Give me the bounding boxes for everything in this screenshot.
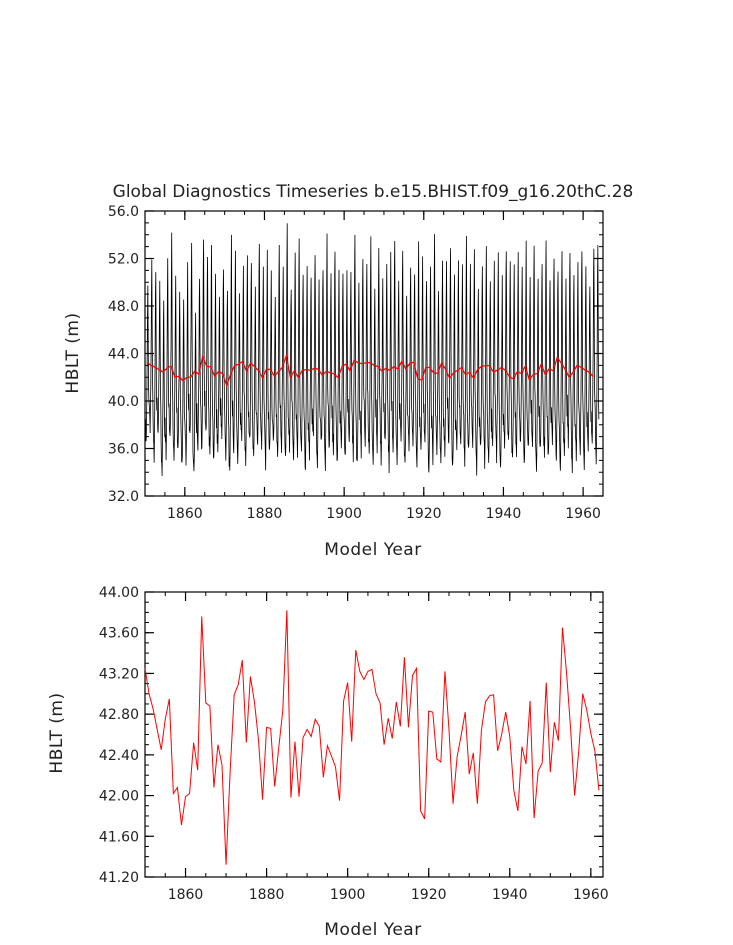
top-x-tick-label: 1960 bbox=[565, 506, 601, 522]
top-x-tick-label: 1920 bbox=[406, 506, 442, 522]
top-x-tick-label: 1940 bbox=[486, 506, 522, 522]
top-x-tick-label: 1860 bbox=[167, 506, 203, 522]
bottom-x-tick-label: 1860 bbox=[168, 887, 204, 903]
bottom-x-tick-label: 1900 bbox=[330, 887, 366, 903]
chart-title: Global Diagnostics Timeseries b.e15.BHIS… bbox=[113, 182, 634, 202]
bottom-x-tick-label: 1940 bbox=[492, 887, 528, 903]
top-y-axis-label: HBLT (m) bbox=[63, 312, 83, 393]
bottom-y-tick-label: 41.20 bbox=[99, 870, 139, 886]
bottom-y-tick-label: 42.80 bbox=[99, 707, 139, 723]
bottom-x-axis-label: Model Year bbox=[324, 920, 421, 940]
bottom-x-tick-label: 1920 bbox=[411, 887, 447, 903]
bottom-y-tick-label: 43.60 bbox=[99, 626, 139, 642]
top-y-tick-label: 44.0 bbox=[108, 347, 139, 363]
bottom-y-axis-label: HBLT (m) bbox=[47, 692, 67, 773]
top-x-axis-label: Model Year bbox=[324, 540, 421, 560]
bottom-plot: 1860 1880 1900 1920 1940 1960 41.20 41.60 42.00 4… bbox=[99, 585, 609, 903]
bottom-y-tick-label: 41.60 bbox=[99, 829, 139, 845]
bottom-y-tick-label: 42.40 bbox=[99, 748, 139, 764]
top-annual-mean-line bbox=[146, 353, 594, 388]
top-x-tick-label: 1880 bbox=[247, 506, 283, 522]
bottom-y-tick-label: 42.00 bbox=[99, 789, 139, 805]
top-y-tick-label: 36.0 bbox=[108, 442, 139, 458]
top-x-tick-label: 1900 bbox=[326, 506, 362, 522]
top-y-tick-label: 56.0 bbox=[108, 204, 139, 220]
bottom-plot-frame bbox=[144, 591, 604, 878]
top-y-tick-label: 52.0 bbox=[108, 252, 139, 268]
bottom-x-tick-label: 1960 bbox=[573, 887, 609, 903]
top-y-tick-label: 48.0 bbox=[108, 299, 139, 315]
bottom-annual-mean-line bbox=[144, 610, 600, 865]
bottom-y-tick-label: 44.00 bbox=[99, 585, 139, 601]
top-plot: 1860 1880 1900 1920 1940 1960 32.0 36.0 40.0 44.0… bbox=[108, 204, 604, 522]
top-y-tick-label: 40.0 bbox=[108, 394, 139, 410]
bottom-x-tick-label: 1880 bbox=[249, 887, 285, 903]
bottom-y-tick-label: 43.20 bbox=[99, 666, 139, 682]
top-y-tick-label: 32.0 bbox=[108, 489, 139, 505]
top-monthly-series-line bbox=[144, 223, 600, 477]
